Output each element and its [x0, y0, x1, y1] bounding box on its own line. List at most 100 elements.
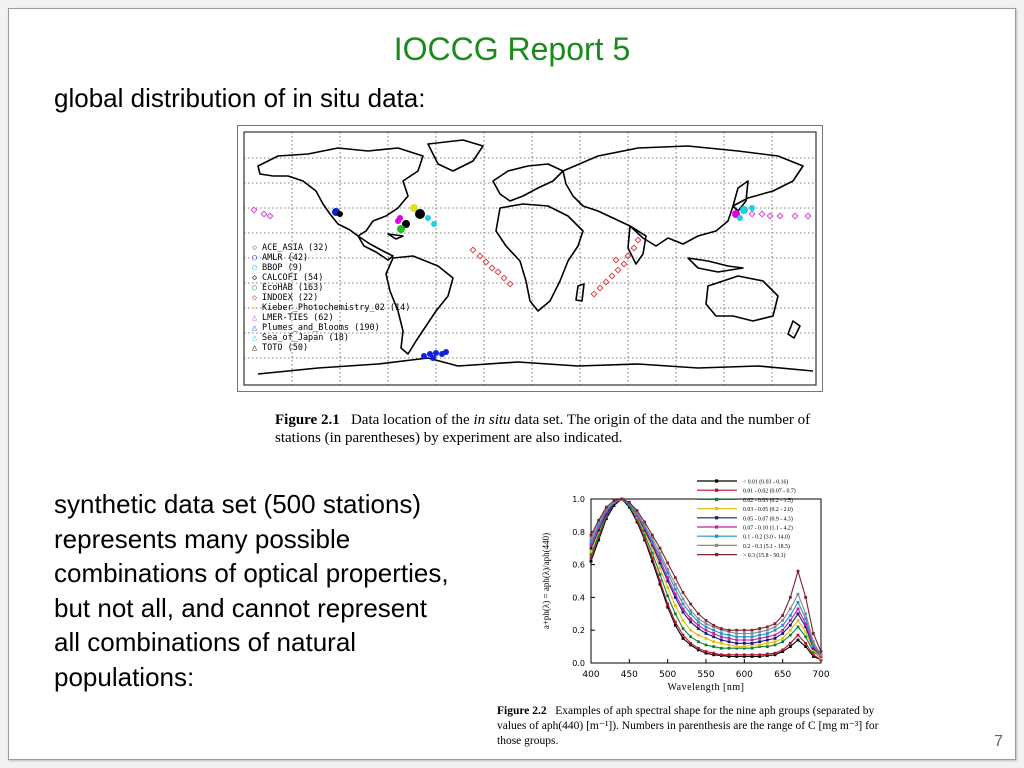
series-point	[719, 641, 723, 645]
world-map: ◇ ACE_ASIA (32) ○ AMLR (42) ○ BBOP (9) ◇ CALCOF…	[243, 131, 817, 386]
series-point	[781, 637, 785, 640]
chart-legend-marker	[715, 534, 719, 538]
world-map-figure: ◇ ACE_ASIA (32) ○ AMLR (42) ○ BBOP (9) ◇ CALCOF…	[237, 125, 823, 392]
legend-symbol: ○	[252, 263, 257, 273]
series-point	[681, 618, 685, 622]
y-tick-label: 0.0	[572, 659, 585, 668]
series-point	[658, 566, 662, 570]
series-point	[804, 617, 808, 621]
series-point	[750, 646, 754, 650]
series-point	[589, 533, 593, 537]
series-point	[712, 651, 716, 655]
series-point	[742, 635, 746, 639]
series-point	[742, 646, 746, 650]
legend-label: AMLR (42)	[262, 253, 308, 263]
series-point	[666, 561, 670, 565]
legend-symbol: △	[252, 333, 258, 343]
series-point	[604, 507, 608, 511]
series-point	[712, 623, 716, 627]
body-line: all combinations of natural	[54, 627, 357, 657]
legend-symbol: ◇	[252, 273, 258, 283]
series-point	[643, 528, 647, 532]
chart-legend-label: 0.1 - 0.2 (3.0 - 14.0)	[743, 534, 790, 541]
chart-legend-marker	[715, 553, 719, 557]
series-point	[727, 633, 731, 637]
figure1-caption-pre: Data location of the	[350, 412, 474, 428]
series-point	[604, 509, 608, 512]
series-point	[735, 645, 739, 648]
series-point	[681, 637, 685, 640]
series-point	[597, 525, 601, 529]
series-point	[773, 651, 777, 655]
series-point	[788, 607, 792, 611]
series-point	[597, 533, 601, 537]
series-point	[681, 607, 685, 611]
series-point	[765, 645, 769, 648]
series-point	[788, 645, 792, 648]
series-point	[635, 518, 639, 522]
series-point	[666, 579, 670, 583]
legend-label: EcoHAB (163)	[262, 283, 323, 293]
legend-label: Kieber_Photochemistry_02 (14)	[262, 303, 410, 313]
series-point	[673, 604, 677, 607]
series-point	[758, 630, 762, 634]
series-point	[773, 637, 777, 640]
series-point	[758, 653, 762, 657]
series-point	[643, 538, 647, 542]
x-tick-label: 700	[812, 670, 829, 680]
series-point	[712, 640, 716, 644]
series-point	[727, 637, 731, 640]
legend-symbol: △	[252, 313, 258, 323]
series-point	[635, 512, 639, 516]
series-point	[796, 612, 800, 616]
series-point	[666, 586, 670, 589]
legend-symbol: △	[252, 323, 258, 333]
series-point	[666, 605, 670, 609]
figure1-caption-post: data set. The origin of the data and the…	[275, 412, 811, 446]
series-point	[758, 633, 762, 637]
series-point	[819, 653, 823, 657]
series-point	[673, 596, 677, 599]
legend-symbol: ◇	[252, 243, 258, 253]
series-point	[696, 620, 700, 624]
series-point	[612, 500, 616, 504]
legend-label: TOTO (50)	[262, 343, 308, 353]
series-point	[704, 651, 708, 655]
series-point	[612, 504, 616, 507]
series-point	[742, 638, 746, 642]
chart-legend-label: > 0.3 (15.8 - 50.1)	[743, 552, 785, 559]
series-point	[796, 633, 800, 637]
series-point	[758, 655, 762, 658]
series-point	[635, 515, 639, 519]
legend-label: ACE_ASIA (32)	[262, 243, 329, 253]
aph-spectra-chart: 400 450 500 550 600 650 700 0.0 0.2 0.4 0.6 0.8 1.0 W…	[541, 479, 829, 694]
series-point	[650, 533, 654, 537]
series-point	[643, 523, 647, 527]
series-point	[627, 500, 631, 504]
body-line: populations:	[54, 661, 195, 692]
series-point	[788, 618, 792, 622]
y-tick-label: 0.8	[572, 528, 585, 537]
series-point	[811, 648, 815, 652]
series-point	[742, 641, 746, 645]
series-point	[765, 635, 769, 639]
page-number: 7	[994, 733, 1003, 750]
series-point	[658, 551, 662, 555]
series-point	[765, 654, 769, 658]
series-point	[643, 520, 647, 524]
series-point	[643, 525, 647, 529]
series-point	[589, 550, 593, 553]
figure2-label: Figure 2.2	[497, 705, 547, 717]
series-point	[604, 510, 608, 514]
series-point	[811, 645, 815, 648]
series-point	[689, 643, 693, 647]
series-point	[727, 646, 731, 650]
series-point	[597, 523, 601, 527]
series-point	[689, 602, 693, 606]
series-point	[773, 622, 777, 626]
series-point	[658, 582, 662, 586]
series-point	[804, 645, 808, 648]
series-point	[742, 655, 746, 658]
series-point	[788, 633, 792, 637]
series-point	[666, 594, 670, 598]
